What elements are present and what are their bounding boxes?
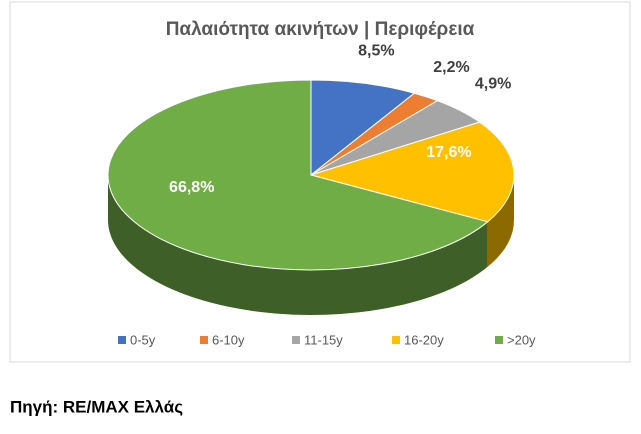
- slice: [309, 121, 515, 223]
- legend-label: 0-5y: [130, 332, 156, 347]
- legend-swatch: [292, 336, 300, 344]
- data-label: 17,6%: [426, 144, 471, 161]
- data-label: 66,8%: [169, 179, 214, 196]
- source: Πηγή: RE/MAX Ελλάς: [10, 397, 183, 416]
- legend-swatch: [392, 336, 400, 344]
- legend-swatch: [495, 336, 503, 344]
- legend-label: 6-10y: [212, 332, 245, 347]
- slice-side: [487, 175, 514, 267]
- legend-label: >20y: [507, 332, 536, 347]
- legend-label: 16-20y: [404, 332, 444, 347]
- legend-swatch: [200, 336, 208, 344]
- slice: [107, 79, 489, 271]
- chart-title: Παλαιότητα ακινήτων | Περιφέρεια: [166, 19, 475, 40]
- legend-swatch: [118, 336, 126, 344]
- data-label: 4,9%: [475, 76, 511, 93]
- slice: [310, 79, 416, 177]
- legend-label: 11-15y: [304, 332, 343, 347]
- data-label: 8,5%: [358, 42, 394, 59]
- slice-side: [108, 175, 488, 316]
- data-label: 2,2%: [433, 59, 469, 76]
